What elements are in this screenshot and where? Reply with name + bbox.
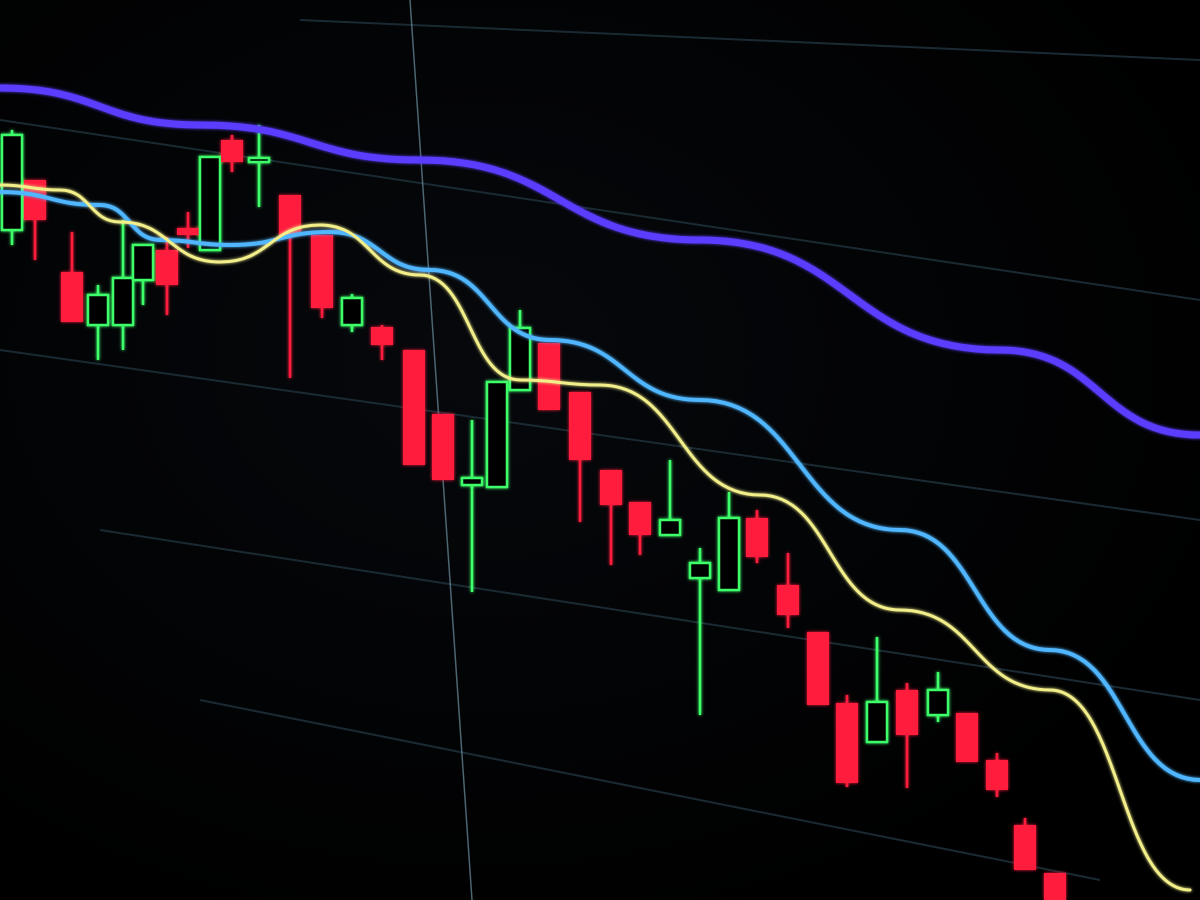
bull-candle — [508, 310, 532, 392]
candle-body — [1014, 825, 1036, 870]
bear-candle — [221, 135, 243, 172]
bear-candle — [896, 683, 918, 788]
ma-fast-line — [0, 183, 1192, 892]
candle-body — [221, 140, 243, 162]
grid-line — [99, 529, 1200, 701]
candle-body — [86, 293, 110, 327]
bull-candle — [688, 548, 712, 715]
bear-candle — [1014, 818, 1036, 870]
bear-candle — [986, 753, 1008, 797]
bear-candle — [836, 695, 858, 787]
candle-body — [0, 133, 24, 232]
candle-body — [865, 700, 889, 744]
candle-body — [460, 476, 484, 487]
bear-candle — [569, 392, 591, 522]
bear-candle — [807, 632, 829, 705]
bull-candle — [340, 294, 364, 332]
bear-candle — [279, 195, 301, 378]
bull-candle — [460, 420, 484, 592]
grid-line — [299, 19, 1200, 61]
candle-body — [432, 414, 454, 480]
bull-candle — [86, 285, 110, 360]
candle-body — [807, 632, 829, 705]
bear-candle — [156, 237, 178, 315]
candle-body — [198, 155, 222, 252]
grid-line — [0, 119, 1200, 301]
bull-candle — [111, 220, 135, 350]
bear-candle — [629, 502, 651, 555]
candle-body — [658, 518, 682, 537]
candle-body — [600, 470, 622, 505]
candle-body — [156, 250, 178, 285]
candle-body — [836, 703, 858, 783]
bull-candle — [926, 672, 950, 722]
bull-candle — [0, 130, 24, 245]
bear-candle — [600, 470, 622, 565]
bear-candle — [61, 232, 83, 322]
candle-body — [247, 156, 271, 164]
moving-average-lines — [0, 84, 1200, 892]
bear-candle — [432, 414, 454, 480]
bull-candle — [198, 155, 222, 252]
bear-candle — [403, 350, 425, 465]
bear-candle — [777, 553, 799, 628]
candle-body — [688, 561, 712, 580]
bull-candle — [658, 460, 682, 537]
candle-body — [986, 760, 1008, 790]
candle-body — [629, 502, 651, 535]
candle-body — [177, 228, 199, 235]
candle-body — [569, 392, 591, 460]
candle-body — [717, 516, 741, 592]
bull-candle — [717, 492, 741, 592]
candle-body — [371, 327, 393, 345]
candle-body — [538, 343, 560, 410]
candle-body — [111, 276, 135, 327]
bear-candle — [538, 343, 560, 410]
candle-body — [777, 585, 799, 615]
candles — [0, 125, 1066, 900]
candle-body — [131, 243, 155, 282]
candle-body — [746, 518, 768, 557]
bear-candle — [1044, 873, 1066, 900]
bear-candle — [746, 510, 768, 563]
candle-body — [508, 326, 532, 392]
bear-candle — [371, 325, 393, 360]
candle-body — [403, 350, 425, 465]
ma-slow-line — [0, 84, 1200, 439]
candle-body — [896, 690, 918, 735]
bull-candle — [485, 380, 509, 489]
bear-candle — [956, 713, 978, 762]
grid-line — [0, 349, 1200, 521]
candle-body — [311, 235, 333, 308]
candle-body — [485, 380, 509, 489]
grid-line — [199, 699, 1101, 881]
candle-body — [279, 195, 301, 235]
bull-candle — [865, 637, 889, 744]
candle-body — [956, 713, 978, 762]
candle-body — [926, 688, 950, 717]
candle-body — [61, 272, 83, 322]
candle-body — [1044, 873, 1066, 900]
ma-mid-line — [0, 190, 1200, 782]
bear-candle — [311, 235, 333, 318]
bull-candle — [131, 243, 155, 305]
bull-candle — [247, 125, 271, 207]
candle-body — [340, 296, 364, 327]
